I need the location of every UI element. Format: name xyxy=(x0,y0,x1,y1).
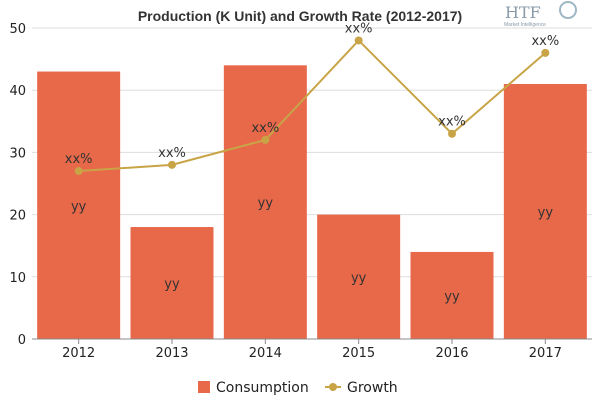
x-axis: 2012 2013 2014 2015 2016 2017 xyxy=(32,338,592,361)
line-point xyxy=(448,129,456,138)
htf-logo: HTF Market Intelligence xyxy=(504,1,577,28)
y-tick-label: 0 xyxy=(18,333,26,348)
line-series-growth: xx% xx% xx% xx% xx% xx% xyxy=(65,21,559,176)
x-tick-label: 2014 xyxy=(249,346,282,361)
x-tick-label: 2017 xyxy=(529,346,562,361)
logo-brand: HTF xyxy=(505,3,541,22)
line-data-label: xx% xyxy=(438,115,466,130)
bar-data-label: yy xyxy=(351,271,367,286)
bar xyxy=(410,251,494,339)
growth-line xyxy=(78,39,546,173)
legend-label-growth: Growth xyxy=(347,380,398,396)
bar-data-label: yy xyxy=(538,205,554,220)
y-tick-label: 40 xyxy=(9,84,26,99)
line-data-label: xx% xyxy=(251,121,279,136)
line-data-label: xx% xyxy=(158,146,186,161)
line-data-label: xx% xyxy=(531,34,559,49)
line-point xyxy=(74,167,83,176)
line-point xyxy=(168,160,176,169)
gridlines xyxy=(32,27,592,278)
x-tick-label: 2016 xyxy=(435,346,468,361)
line-point xyxy=(261,135,270,144)
legend-swatch-growth-marker xyxy=(329,383,337,391)
line-point xyxy=(541,48,550,57)
bar xyxy=(130,227,214,339)
bar-data-label: yy xyxy=(71,199,87,214)
line-data-label: xx% xyxy=(65,152,93,167)
y-tick-label: 20 xyxy=(9,209,26,224)
y-tick-label: 10 xyxy=(9,271,26,286)
y-axis: 0 10 20 30 40 50 xyxy=(9,22,26,348)
legend[interactable]: Consumption Growth xyxy=(198,380,398,396)
x-tick-label: 2013 xyxy=(155,346,188,361)
line-data-label: xx% xyxy=(345,21,373,36)
legend-swatch-consumption xyxy=(198,381,210,393)
chart-title: Production (K Unit) and Growth Rate (201… xyxy=(138,8,462,24)
x-tick-label: 2015 xyxy=(342,346,375,361)
line-point xyxy=(354,36,363,45)
bar xyxy=(503,83,587,339)
bar-data-label: yy xyxy=(258,196,274,211)
x-tick-label: 2012 xyxy=(62,346,95,361)
y-tick-label: 50 xyxy=(9,22,26,37)
bar-data-label: yy xyxy=(444,289,460,304)
bar-series-consumption: yy yy yy yy yy yy xyxy=(37,65,587,339)
legend-label-consumption: Consumption xyxy=(216,380,309,396)
bar xyxy=(317,214,401,339)
globe-icon xyxy=(559,1,577,19)
logo-tagline: Market Intelligence xyxy=(504,22,546,28)
bar-data-label: yy xyxy=(164,277,180,292)
y-tick-label: 30 xyxy=(9,146,26,161)
bar xyxy=(37,71,121,339)
